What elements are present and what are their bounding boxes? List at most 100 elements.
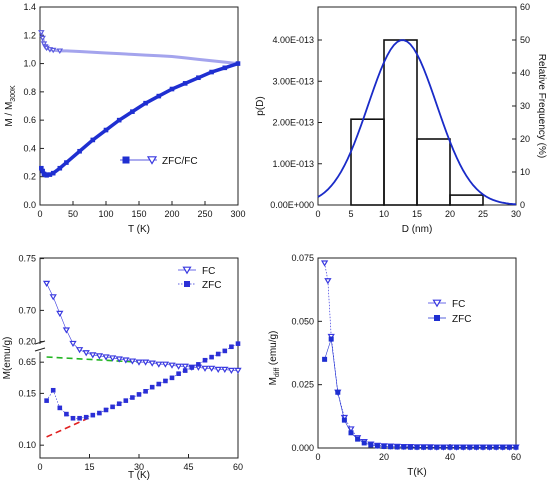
p2-y-tick-label: 1.00E-013 — [272, 159, 314, 169]
p3-fc-point — [207, 365, 216, 372]
p3-y-tick-label: 0.65 — [18, 357, 36, 367]
p4-x-tick-label: 40 — [445, 452, 455, 462]
p3-zfc-point — [70, 415, 76, 421]
p4-zfc-point — [381, 443, 387, 449]
p1-zfc-point — [235, 61, 241, 66]
p3-fc-point — [155, 361, 163, 368]
p2-histogram-bar — [350, 118, 385, 206]
p3-y-tick-label: 0.10 — [18, 440, 36, 450]
p4-zfc-point — [454, 444, 460, 450]
p1-x-axis-label: T (K) — [128, 224, 150, 235]
p3-zfc-point — [149, 384, 155, 390]
p3-fc-point — [141, 359, 150, 366]
p3-y-axis-label: M(emu/g) — [2, 337, 13, 380]
p3-zfc-point — [116, 401, 122, 407]
p3-zfc-point — [97, 410, 102, 416]
p1-zfc-point — [222, 65, 228, 71]
p2-y2-tick-label: 60 — [520, 2, 530, 12]
p1-fc-point — [38, 30, 45, 36]
p1-zfc-point — [182, 81, 188, 86]
p4-zfc-point — [487, 444, 493, 450]
p4-zfc-point — [322, 356, 328, 362]
p3-zfc-point — [130, 395, 135, 400]
p3-zfc-point — [235, 341, 241, 346]
p3-zfc-point — [209, 354, 214, 360]
p1-legend-label: ZFC/FC — [162, 156, 198, 167]
p3-y-tick-label: 0.75 — [18, 254, 36, 264]
p3-y-tick-label: 0.70 — [18, 305, 36, 315]
p3-zfc-point — [229, 344, 234, 350]
p2-y-tick-label: 4.00E-013 — [272, 35, 314, 45]
p3-fc-point — [102, 354, 110, 361]
p3-x-tick-label: 15 — [84, 462, 94, 472]
p3-zfc-point — [156, 381, 162, 387]
p3-fc-point — [62, 327, 71, 334]
p3-fc-point — [148, 360, 156, 367]
p3-fc-line — [46, 283, 238, 371]
p3-fc-point — [135, 359, 143, 366]
p4-zfc-point — [460, 444, 466, 450]
p3-fc-point — [128, 358, 137, 365]
p3-legend-fc-marker — [182, 266, 192, 275]
p1-zfc-point — [196, 75, 201, 81]
p3-zfc-point — [143, 389, 148, 394]
p2-x-tick-label: 10 — [379, 209, 389, 219]
p1-fc-point — [39, 35, 46, 42]
p3-x-tick-label: 60 — [233, 462, 243, 472]
p3-zfc-point — [44, 398, 49, 403]
p4-x-tick-label: 20 — [379, 452, 389, 462]
p3-fc-point — [168, 362, 176, 369]
p4-legend-fc-marker — [432, 299, 442, 308]
p4-zfc-point — [361, 440, 367, 446]
p4-x-tick-label: 0 — [315, 452, 320, 462]
p1-x-tick-label: 100 — [98, 209, 113, 219]
p3-zfc-point — [169, 375, 175, 381]
p4-y-axis-label: Mdiff (emu/g) — [268, 331, 281, 386]
p4-zfc-point — [480, 444, 486, 450]
p3-y-tick-label: 0.15 — [18, 388, 36, 398]
p2-histogram-bar — [449, 194, 484, 206]
p4-fc-point — [324, 278, 332, 285]
p4-fc-line — [324, 263, 516, 448]
p3-fc-point — [227, 367, 236, 374]
p3-fc-point — [49, 294, 57, 301]
p2-gaussian-fit — [317, 39, 517, 206]
p1-fc-point — [56, 48, 64, 55]
p3-axis-break-mark — [34, 347, 46, 352]
p2-y2-tick-label: 10 — [520, 167, 530, 177]
p4-frame — [317, 257, 517, 449]
p3-zfc-point — [50, 387, 56, 393]
p3-zfc-point — [83, 414, 89, 420]
p3-zfc-point — [182, 368, 188, 373]
p4-x-tick-label: 60 — [511, 452, 521, 462]
p3-zfc-point — [189, 365, 195, 370]
p2-y2-tick-label: 30 — [520, 101, 530, 111]
p3-fc-point — [161, 361, 170, 368]
p4-zfc-point — [473, 444, 479, 450]
p4-zfc-point — [467, 444, 473, 450]
p1-y-axis-label: M / M300K — [4, 85, 17, 127]
p3-fc-point — [181, 363, 189, 370]
p3-fc-point — [214, 366, 222, 373]
p3-zfc-point — [57, 405, 63, 411]
p4-zfc-point — [513, 444, 519, 450]
p3-zfc-point — [103, 407, 109, 413]
p4-legend-zfc-marker — [434, 315, 440, 321]
p2-x-tick-label: 20 — [445, 209, 455, 219]
p2-x-tick-label: 15 — [412, 209, 422, 219]
p4-legend-fc-label: FC — [452, 299, 465, 310]
p1-x-tick-label: 250 — [197, 209, 212, 219]
p3-fc-point — [221, 366, 229, 373]
p1-y-tick-label: 0.8 — [23, 87, 36, 97]
p3-zfc-point — [110, 404, 115, 410]
p3-fc-point — [115, 356, 123, 363]
p4-zfc-point — [506, 444, 512, 450]
p1-y-tick-label: 0.6 — [23, 115, 36, 125]
p3-zfc-point — [136, 392, 142, 397]
p2-x-axis-label: D (nm) — [402, 224, 433, 235]
p2-histogram-bar — [416, 138, 451, 206]
p3-fc-point — [89, 352, 97, 359]
p4-zfc-point — [407, 444, 413, 450]
p3-fc-point — [75, 347, 84, 354]
p4-y-tick-label: 0.050 — [291, 316, 314, 326]
